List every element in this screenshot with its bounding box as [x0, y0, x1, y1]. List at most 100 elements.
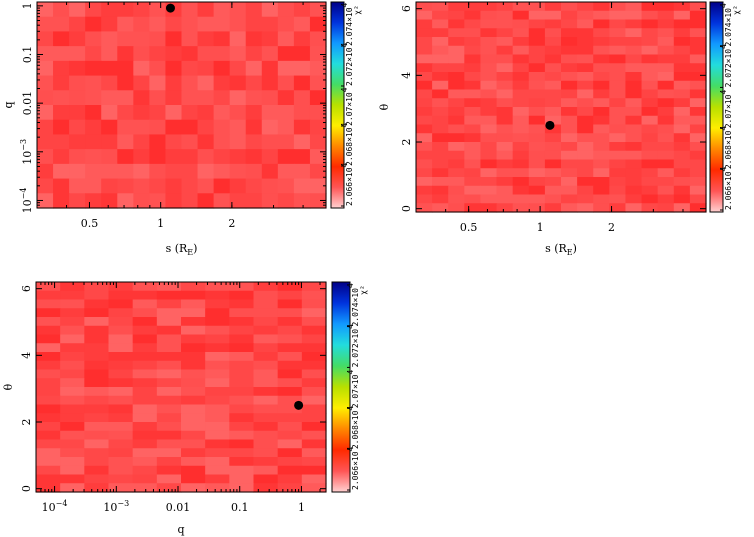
heatmap-cell: [512, 185, 530, 196]
heatmap-cell: [197, 178, 215, 194]
heatmap-cell: [480, 150, 498, 161]
heatmap-cell: [528, 159, 546, 169]
heatmap-cell: [245, 134, 263, 150]
heatmap-cell: [641, 45, 659, 56]
heatmap-cell: [108, 282, 134, 292]
heatmap-cell: [60, 430, 85, 441]
heatmap-cell: [689, 80, 707, 91]
heatmap-cell: [277, 439, 303, 449]
heatmap-cell: [496, 194, 514, 204]
x-tick-label: 2: [608, 221, 615, 234]
heatmap-cell: [657, 150, 675, 161]
heatmap-cell: [156, 413, 182, 423]
heatmap-cell: [309, 31, 327, 47]
heatmap-cell: [277, 282, 303, 292]
heatmap-cell: [512, 37, 530, 47]
heatmap-cell: [544, 159, 562, 169]
heatmap-cell: [496, 63, 514, 73]
heatmap-cell: [149, 149, 167, 165]
y-tick-label: 2: [400, 139, 413, 146]
panel-1: 0.5 1 210−410−30.010.11s (RE)q2.066×1042.0…: [2, 1, 362, 257]
heatmap-cell: [609, 89, 627, 99]
heatmap-cell: [85, 2, 102, 18]
heatmap-cell: [593, 168, 610, 178]
heatmap-cell: [577, 37, 594, 47]
heatmap-cell: [149, 163, 167, 180]
heatmap-cell: [197, 90, 215, 106]
heatmap-cell: [480, 194, 498, 204]
heatmap-cell: [205, 387, 230, 397]
heatmap-cell: [432, 72, 449, 82]
heatmap-cell: [309, 149, 327, 165]
heatmap-cell: [496, 98, 514, 108]
heatmap-cell: [625, 168, 643, 178]
heatmap-cell: [577, 72, 594, 82]
heatmap-cell: [544, 98, 562, 108]
heatmap-cell: [69, 90, 86, 106]
heatmap-cell: [593, 115, 610, 126]
heatmap-cell: [101, 60, 118, 77]
heatmap-cell: [448, 115, 465, 126]
heatmap-cell: [416, 107, 433, 117]
heatmap-cell: [37, 149, 54, 165]
heatmap-cell: [213, 31, 231, 47]
heatmap-cell: [245, 149, 263, 165]
heatmap-cell: [132, 395, 158, 406]
heatmap-cell: [205, 404, 230, 414]
y-tick-label: 2: [20, 419, 33, 426]
heatmap-cell: [657, 168, 675, 178]
heatmap-cell: [293, 134, 311, 150]
heatmap-cell: [60, 352, 85, 362]
heatmap-cell: [36, 343, 61, 353]
heatmap-cell: [229, 282, 255, 292]
heatmap-cell: [301, 404, 327, 414]
heatmap-cell: [464, 150, 482, 161]
heatmap-cell: [36, 439, 61, 449]
heatmap-cell: [149, 31, 167, 47]
heatmap-cell: [625, 80, 643, 91]
heatmap-cell: [593, 72, 610, 82]
heatmap-cell: [108, 448, 134, 458]
heatmap-cell: [261, 31, 279, 47]
heatmap-cell: [301, 395, 327, 406]
heatmap-cell: [85, 75, 102, 91]
heatmap-cell: [301, 422, 327, 432]
x-tick-label: 1: [298, 501, 305, 514]
heatmap-cell: [561, 133, 578, 143]
heatmap-cell: [416, 194, 433, 204]
heatmap-cell: [293, 105, 311, 121]
heatmap-cell: [181, 308, 206, 318]
heatmap-cell: [108, 325, 134, 336]
heatmap-cell: [689, 194, 707, 204]
heatmap-cell: [609, 203, 627, 213]
heatmap-cell: [301, 343, 327, 353]
heatmap-cell: [156, 290, 182, 301]
heatmap-cell: [60, 378, 85, 388]
heatmap-cell: [301, 457, 327, 467]
heatmap-cell: [197, 134, 215, 150]
heatmap-cell: [132, 439, 158, 449]
heatmap-cell: [593, 203, 610, 213]
heatmap-cell: [165, 149, 183, 165]
heatmap-cell: [593, 19, 610, 29]
colorbar: [331, 281, 351, 493]
heatmap-cell: [496, 72, 514, 82]
heatmap-cell: [181, 134, 199, 150]
heatmap-cell: [593, 54, 610, 64]
heatmap-cell: [464, 10, 482, 21]
heatmap-cell: [561, 194, 578, 204]
heatmap-cell: [464, 2, 482, 12]
heatmap-cell: [36, 369, 61, 379]
heatmap-cell: [84, 474, 110, 484]
heatmap-cell: [60, 290, 85, 301]
heatmap-cell: [448, 177, 465, 187]
heatmap-cell: [577, 159, 594, 169]
heatmap-cell: [432, 194, 449, 204]
heatmap-cell: [84, 317, 110, 327]
heatmap-cell: [133, 90, 150, 106]
heatmap-cell: [689, 54, 707, 64]
heatmap-cell: [641, 150, 659, 161]
heatmap-cell: [544, 54, 562, 64]
heatmap-cell: [53, 16, 70, 33]
